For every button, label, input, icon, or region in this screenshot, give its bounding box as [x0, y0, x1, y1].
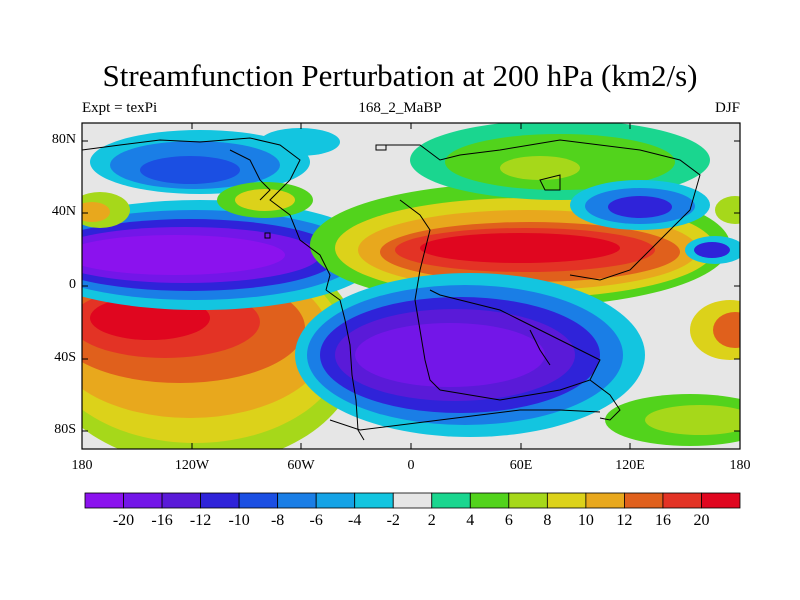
- colorbar-box: [315, 492, 356, 509]
- colorbar-box: [662, 492, 702, 509]
- colorbar-box: [84, 492, 124, 509]
- tick-marks: [82, 123, 740, 449]
- colorbar-box: [200, 492, 240, 509]
- colorbar-box: [238, 492, 279, 509]
- colorbar: [84, 492, 741, 509]
- y-tick-40n: 40N: [51, 204, 76, 219]
- coastlines: [82, 137, 701, 441]
- colorbar-label: 8: [543, 512, 552, 529]
- north-america-low: [82, 200, 380, 310]
- x-tick-60e: 60E: [509, 458, 533, 473]
- colorbar-label: -12: [189, 512, 212, 529]
- colorbar-box: [277, 492, 317, 509]
- northwest-pacific-low: [570, 180, 710, 230]
- arctic-low: [90, 128, 340, 194]
- colorbar-label: 10: [577, 512, 594, 529]
- colorbar-label: -8: [270, 512, 285, 529]
- colorbar-label: 20: [693, 512, 710, 529]
- colorbar-box: [354, 492, 394, 509]
- colorbar-box: [508, 492, 548, 509]
- colorbar-box: [469, 492, 510, 509]
- case-label: 168_2_MaBP: [358, 100, 442, 116]
- colorbar-label: -16: [151, 512, 173, 529]
- map-title: Streamfunction Perturbation at 200 hPa (…: [102, 58, 698, 93]
- colorbar-label: 2: [427, 512, 436, 529]
- y-tick-40s: 40S: [54, 350, 76, 365]
- colorbar-box: [161, 492, 201, 509]
- colorbar-box: [431, 492, 471, 509]
- colorbar-label: -10: [228, 512, 250, 529]
- x-tick-60w: 60W: [287, 458, 315, 473]
- contour-field: [82, 123, 740, 449]
- south-indian-low: [295, 273, 645, 437]
- colorbar-box: [123, 492, 163, 509]
- colorbar-label: -6: [309, 512, 323, 529]
- y-tick-80n: 80N: [51, 132, 76, 147]
- colorbar-box: [624, 492, 664, 509]
- east-edge-features: [605, 196, 740, 446]
- colorbar-label: -20: [112, 512, 135, 529]
- colorbar-box: [392, 492, 433, 509]
- colorbar-label: -4: [348, 512, 362, 529]
- x-tick-180e: 180: [729, 458, 751, 473]
- north-atlantic-high: [82, 182, 313, 228]
- season-label: DJF: [714, 100, 740, 116]
- x-tick-180w: 180: [71, 458, 93, 473]
- colorbar-label: 12: [616, 512, 633, 529]
- colorbar-label: -2: [386, 512, 400, 529]
- x-tick-120w: 120W: [174, 458, 210, 473]
- colorbar-label: 6: [504, 512, 513, 529]
- colorbar-label: 4: [466, 512, 475, 529]
- x-tick-0: 0: [407, 458, 415, 473]
- y-tick-eq: 0: [69, 277, 76, 292]
- colorbar-label: 16: [654, 512, 671, 529]
- colorbar-box: [701, 492, 741, 509]
- y-tick-80s: 80S: [54, 422, 76, 437]
- x-tick-120e: 120E: [615, 458, 645, 473]
- colorbar-box: [585, 492, 625, 509]
- colorbar-box: [546, 492, 587, 509]
- experiment-label: Expt = texPi: [82, 100, 158, 116]
